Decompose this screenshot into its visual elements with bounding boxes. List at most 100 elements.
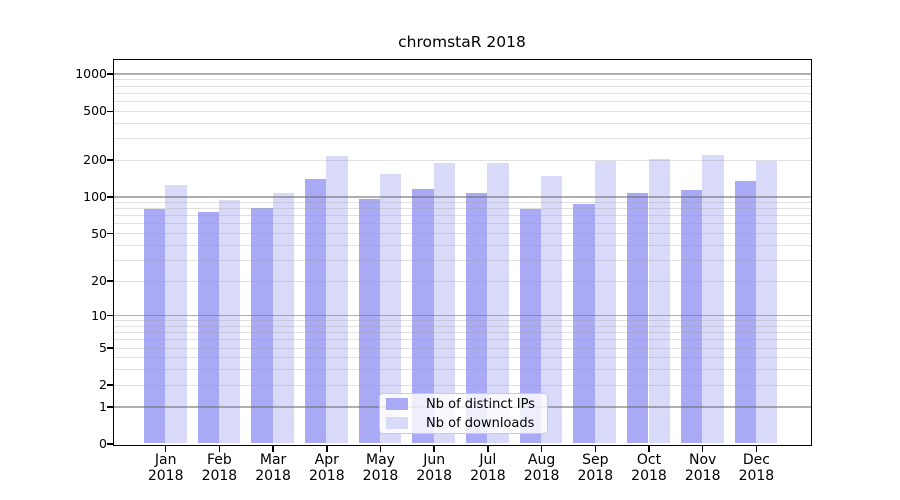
bar-jul-distinct-ips bbox=[466, 192, 488, 444]
minor-gridline-300 bbox=[113, 138, 811, 140]
minor-gridline-80 bbox=[113, 208, 811, 210]
bar-oct-downloads bbox=[648, 159, 670, 444]
bar-apr-downloads bbox=[326, 156, 348, 444]
y-tick-label-1000: 1000 bbox=[75, 66, 107, 82]
x-tick-mark-oct bbox=[648, 445, 650, 452]
y-tick-mark-50 bbox=[106, 232, 114, 235]
legend: Nb of distinct IPs Nb of downloads bbox=[379, 393, 548, 434]
minor-gridline-900 bbox=[113, 79, 811, 81]
x-tick-mark-aug bbox=[540, 445, 543, 452]
y-tick-mark-20 bbox=[106, 280, 114, 282]
bar-dec-distinct-ips bbox=[734, 180, 756, 444]
minor-gridline-400 bbox=[113, 122, 811, 124]
x-tick-mark-jun bbox=[433, 445, 435, 452]
bar-feb-downloads bbox=[218, 200, 241, 444]
legend-label-downloads: Nb of downloads bbox=[426, 415, 535, 431]
x-tick-label-feb: Feb 2018 bbox=[201, 452, 238, 484]
bar-jan-downloads bbox=[165, 184, 187, 444]
y-tick-label-100: 100 bbox=[83, 188, 107, 204]
x-tick-label-dec: Dec 2018 bbox=[738, 452, 775, 484]
y-tick-label-2: 2 bbox=[99, 377, 107, 393]
bar-jul-downloads bbox=[487, 163, 509, 444]
minor-gridline-20 bbox=[113, 280, 811, 282]
y-tick-mark-2 bbox=[106, 384, 114, 386]
x-tick-mark-apr bbox=[326, 445, 328, 452]
y-tick-mark-1000 bbox=[106, 73, 114, 75]
minor-gridline-30 bbox=[113, 259, 811, 261]
x-tick-label-sep: Sep 2018 bbox=[577, 452, 614, 484]
x-tick-label-jul: Jul 2018 bbox=[470, 452, 506, 484]
bar-may-downloads bbox=[380, 174, 402, 444]
bar-aug-distinct-ips bbox=[519, 208, 542, 444]
bar-may-distinct-ips bbox=[358, 198, 380, 444]
y-tick-mark-1 bbox=[106, 406, 114, 408]
bar-aug-downloads bbox=[541, 176, 563, 444]
x-tick-mark-jul bbox=[487, 445, 489, 452]
x-tick-mark-sep bbox=[594, 445, 597, 452]
minor-gridline-500 bbox=[113, 110, 811, 112]
legend-label-distinct-ips: Nb of distinct IPs bbox=[426, 396, 535, 412]
bar-sep-distinct-ips bbox=[573, 203, 595, 444]
minor-gridline-5 bbox=[113, 347, 811, 349]
y-tick-label-1: 1 bbox=[99, 398, 107, 414]
bar-jan-distinct-ips bbox=[143, 208, 166, 444]
x-tick-label-aug: Aug 2018 bbox=[523, 452, 560, 484]
minor-gridline-50 bbox=[113, 233, 811, 235]
x-tick-mark-mar bbox=[272, 445, 274, 452]
y-tick-label-5: 5 bbox=[99, 340, 107, 356]
bar-sep-downloads bbox=[594, 161, 617, 444]
x-tick-mark-nov bbox=[701, 445, 704, 452]
major-gridline-1000 bbox=[113, 73, 811, 75]
minor-gridline-4 bbox=[113, 357, 811, 359]
bar-oct-distinct-ips bbox=[627, 193, 649, 444]
minor-gridline-9 bbox=[113, 320, 811, 322]
bar-jun-downloads bbox=[433, 162, 456, 444]
x-tick-mark-jan bbox=[164, 445, 167, 452]
bar-nov-distinct-ips bbox=[680, 189, 703, 444]
bar-feb-distinct-ips bbox=[197, 212, 219, 444]
x-tick-label-mar: Mar 2018 bbox=[255, 452, 291, 484]
x-tick-mark-feb bbox=[218, 445, 221, 452]
chart-title: chromstaR 2018 bbox=[398, 33, 526, 51]
minor-gridline-40 bbox=[113, 244, 811, 246]
minor-gridline-60 bbox=[113, 223, 811, 225]
y-tick-mark-0 bbox=[106, 443, 114, 445]
major-gridline-100 bbox=[113, 196, 811, 198]
minor-gridline-200 bbox=[113, 159, 811, 161]
bar-nov-downloads bbox=[702, 155, 724, 444]
y-tick-mark-200 bbox=[106, 159, 114, 161]
x-tick-mark-may bbox=[379, 445, 382, 452]
minor-gridline-3 bbox=[113, 369, 811, 371]
plot-area bbox=[112, 58, 812, 446]
bar-mar-distinct-ips bbox=[251, 208, 273, 444]
minor-gridline-70 bbox=[113, 215, 811, 217]
minor-gridline-600 bbox=[113, 101, 811, 103]
legend-swatch-light bbox=[386, 416, 408, 430]
x-tick-label-jan: Jan 2018 bbox=[147, 452, 184, 484]
minor-gridline-90 bbox=[113, 202, 811, 204]
bar-apr-distinct-ips bbox=[304, 179, 327, 444]
grid-layer bbox=[113, 60, 811, 445]
x-tick-label-may: May 2018 bbox=[362, 452, 399, 484]
legend-item-downloads: Nb of downloads bbox=[380, 414, 547, 433]
y-tick-label-20: 20 bbox=[91, 273, 107, 289]
y-tick-label-10: 10 bbox=[91, 307, 107, 323]
minor-gridline-700 bbox=[113, 92, 811, 94]
y-tick-label-200: 200 bbox=[83, 152, 107, 168]
bars-layer bbox=[114, 60, 811, 445]
x-tick-mark-dec bbox=[755, 445, 758, 452]
y-tick-label-50: 50 bbox=[91, 225, 107, 241]
y-tick-mark-10 bbox=[106, 314, 114, 317]
x-tick-label-apr: Apr 2018 bbox=[308, 452, 345, 484]
x-tick-label-oct: Oct 2018 bbox=[631, 452, 667, 484]
x-tick-label-jun: Jun 2018 bbox=[416, 452, 453, 484]
y-tick-label-0: 0 bbox=[99, 436, 107, 451]
minor-gridline-8 bbox=[113, 325, 811, 327]
minor-gridline-800 bbox=[113, 85, 811, 87]
bar-mar-downloads bbox=[272, 193, 294, 444]
minor-gridline-7 bbox=[113, 332, 811, 334]
legend-item-distinct-ips: Nb of distinct IPs bbox=[380, 395, 547, 414]
y-tick-mark-5 bbox=[106, 347, 114, 349]
y-tick-mark-500 bbox=[106, 110, 114, 112]
